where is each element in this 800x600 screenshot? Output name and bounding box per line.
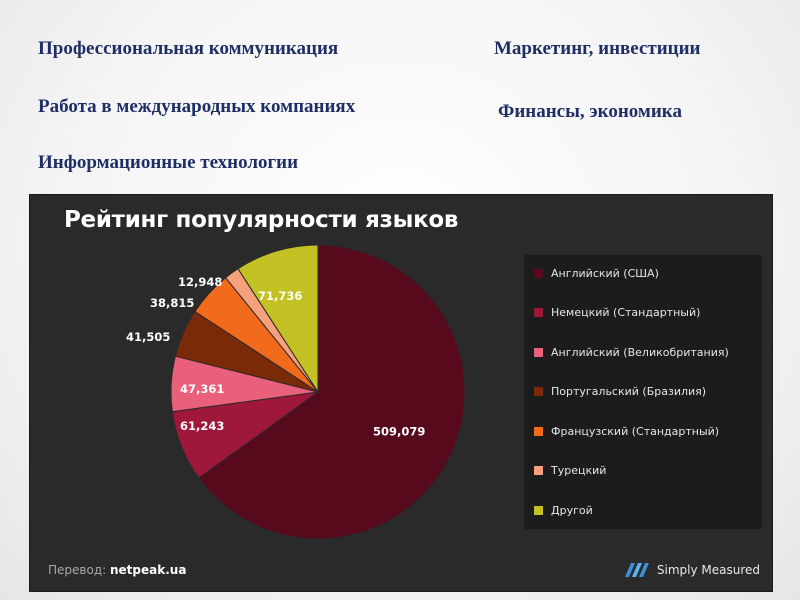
topic-international-companies: Работа в международных компаниях [38,96,356,117]
chart-legend: Английский (США) Немецкий (Стандартный) Ан… [524,255,762,529]
legend-item-3: Португальский (Бразилия) [534,384,706,400]
legend-swatch-1 [534,308,543,317]
topic-marketing-investments: Маркетинг, инвестиции [494,38,701,59]
chart-panel: Рейтинг популярности языков 509,079 61,24… [29,194,773,592]
legend-item-5: Турецкий [534,463,606,479]
simply-measured-logo-icon [624,563,649,577]
legend-swatch-6 [534,505,543,515]
credit-site: netpeak.ua [110,563,187,577]
legend-label-0: Английский (США) [551,266,659,280]
pie-data-label-1: 61,243 [180,419,224,433]
legend-label-4: Французский (Стандартный) [551,424,720,438]
topic-finance-economics: Финансы, экономика [498,101,682,122]
legend-item-1: Немецкий (Стандартный) [534,305,700,321]
legend-label-6: Другой [551,503,593,517]
pie-data-label-0: 509,079 [373,424,425,438]
legend-swatch-0 [534,268,543,278]
legend-item-6: Другой [534,502,593,518]
brand-name: Simply Measured [656,563,760,577]
legend-item-4: Французский (Стандартный) [534,423,719,439]
legend-label-2: Английский (Великобритания) [551,345,729,359]
pie-data-label-5: 12,948 [178,275,222,289]
pie-data-label-6: 71,736 [258,289,302,303]
brand-logo: Simply Measured [623,561,760,579]
pie-data-label-3: 41,505 [126,330,170,344]
legend-swatch-4 [534,426,543,436]
pie-data-label-4: 38,815 [150,296,194,310]
legend-swatch-3 [534,387,543,396]
pie-slice-0 [198,244,466,540]
legend-label-3: Португальский (Бразилия) [551,385,707,398]
pie-slice-6 [237,244,319,394]
topic-professional-communication: Профессиональная коммуникация [38,38,339,59]
topic-information-technology: Информационные технологии [38,152,299,173]
chart-title: Рейтинг популярности языков [64,207,459,233]
legend-label-1: Немецкий (Стандартный) [551,306,701,319]
credit-prefix: Перевод: [48,563,107,577]
pie-chart: 509,079 61,243 47,361 41,505 38,815 12,948 71,… [126,244,466,540]
legend-item-2: Английский (Великобритания) [534,344,729,360]
pie-data-label-2: 47,361 [180,382,224,396]
legend-item-0: Английский (США) [534,265,659,281]
legend-swatch-2 [534,347,543,357]
translation-credit: Перевод: netpeak.ua [48,563,186,577]
legend-swatch-5 [534,466,543,475]
legend-label-5: Турецкий [551,464,607,477]
